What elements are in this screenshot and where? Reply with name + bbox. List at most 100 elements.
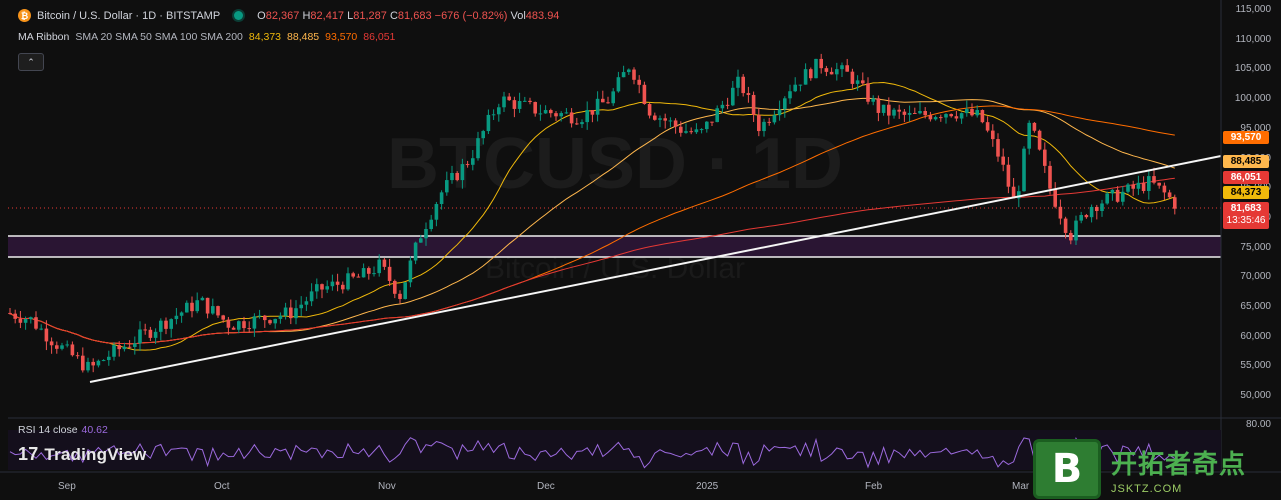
candle-body <box>387 266 392 281</box>
candle-body <box>933 117 938 120</box>
candle-body <box>221 315 225 320</box>
candle-body <box>143 329 147 331</box>
last-price-value: 81,683 <box>1230 203 1262 214</box>
candle-body <box>803 69 808 85</box>
candle-body <box>663 118 667 121</box>
candle-body <box>892 109 896 116</box>
candle-body <box>959 113 964 119</box>
candle-body <box>668 120 673 122</box>
candle-body <box>689 131 693 133</box>
candle-body <box>1162 185 1167 193</box>
candle-body <box>845 65 849 72</box>
candle-body <box>564 112 569 114</box>
candle-body <box>507 96 511 101</box>
candle-body <box>252 316 257 329</box>
market-status-icon[interactable] <box>234 11 244 20</box>
candle-body <box>60 345 64 349</box>
candle-body <box>1110 189 1115 194</box>
candle-body <box>923 110 927 116</box>
candle-body <box>788 91 792 99</box>
candle-body <box>190 302 194 312</box>
candle-body <box>101 360 106 362</box>
sma200-line <box>9 177 1175 345</box>
ma-ribbon-legend[interactable]: MA Ribbon SMA 20 SMA 50 SMA 100 SMA 200 … <box>18 31 395 43</box>
candle-body <box>824 68 829 72</box>
collapse-legend-button[interactable]: ⌃ <box>18 53 44 71</box>
candle-body <box>1001 156 1005 165</box>
candle-body <box>523 100 527 102</box>
candle-body <box>1105 193 1109 204</box>
candle-body <box>897 109 901 112</box>
candle-body <box>1037 130 1042 150</box>
candle-body <box>835 69 839 75</box>
site-watermark: B 开拓者奇点 JSKTZ.COM <box>1033 438 1281 500</box>
candle-body <box>1011 186 1016 199</box>
rsi-legend[interactable]: RSI 14 close 40.62 <box>18 424 108 436</box>
candle-body <box>1022 148 1026 192</box>
candle-body <box>1053 188 1057 207</box>
site-logo-icon: B <box>1033 439 1101 499</box>
candle-body <box>133 343 137 347</box>
tradingview-logo-icon: 17 <box>18 444 39 464</box>
price-axis-label: 75,000 <box>1240 241 1271 253</box>
rsi-line <box>9 437 1176 469</box>
candle-body <box>642 84 647 105</box>
candle-body <box>320 284 324 290</box>
candle-body <box>382 259 387 267</box>
candle-body <box>632 69 636 80</box>
candle-body <box>491 114 496 116</box>
candle-body <box>1017 191 1021 199</box>
candle-body <box>850 71 855 84</box>
ohlc-readout: O82,367 H82,417 L81,287 C81,683 −676 (−0… <box>257 9 560 22</box>
candle-body <box>819 58 823 69</box>
candle-body <box>335 281 340 285</box>
candle-body <box>159 320 163 332</box>
candle-body <box>767 121 771 123</box>
candle-body <box>777 109 782 116</box>
candle-body <box>840 65 844 70</box>
time-axis-label: Oct <box>214 481 230 492</box>
candle-body <box>231 327 236 330</box>
candle-body <box>512 100 517 109</box>
last-price-tag: 81,683 13:35:46 <box>1223 202 1269 229</box>
candle-body <box>309 291 314 302</box>
candle-body <box>736 76 740 88</box>
candle-body <box>315 284 319 292</box>
candle-body <box>621 72 626 78</box>
candle-body <box>91 361 95 366</box>
price-axis-label: 65,000 <box>1240 301 1271 312</box>
candle-body <box>200 297 205 301</box>
candle-body <box>1141 182 1146 192</box>
candle-body <box>611 91 615 104</box>
candle-body <box>346 273 350 290</box>
symbol-header: ₿ Bitcoin / U.S. Dollar · 1D · BITSTAMP … <box>18 9 559 22</box>
price-axis-label: 115,000 <box>1235 4 1271 15</box>
candle-body <box>658 118 662 120</box>
candle-body <box>471 158 475 165</box>
candle-body <box>575 123 579 125</box>
candle-body <box>1173 197 1177 209</box>
time-axis-label: Sep <box>58 481 76 492</box>
candle-body <box>814 58 818 79</box>
candle-body <box>762 121 766 132</box>
sma200-price-tag: 86,051 <box>1223 171 1269 184</box>
candle-body <box>902 111 907 115</box>
candle-body <box>1048 165 1052 189</box>
candle-body <box>965 109 969 114</box>
candle-body <box>86 361 90 371</box>
ma-ribbon-params: SMA 20 SMA 50 SMA 100 SMA 200 <box>75 31 243 43</box>
time-axis-label: Nov <box>378 481 396 492</box>
symbol-title[interactable]: Bitcoin / U.S. Dollar · 1D · BITSTAMP <box>37 9 221 22</box>
candle-body <box>939 117 943 119</box>
candle-body <box>861 80 865 84</box>
candle-body <box>694 129 699 133</box>
candle-body <box>746 93 751 95</box>
candle-body <box>1131 184 1135 189</box>
candle-body <box>954 116 959 119</box>
price-axis-label: 50,000 <box>1240 390 1271 402</box>
tradingview-brand[interactable]: 17 TradingView <box>18 444 146 465</box>
candle-body <box>996 139 1000 157</box>
sma100-value: 93,570 <box>325 31 358 43</box>
candle-body <box>117 345 121 350</box>
